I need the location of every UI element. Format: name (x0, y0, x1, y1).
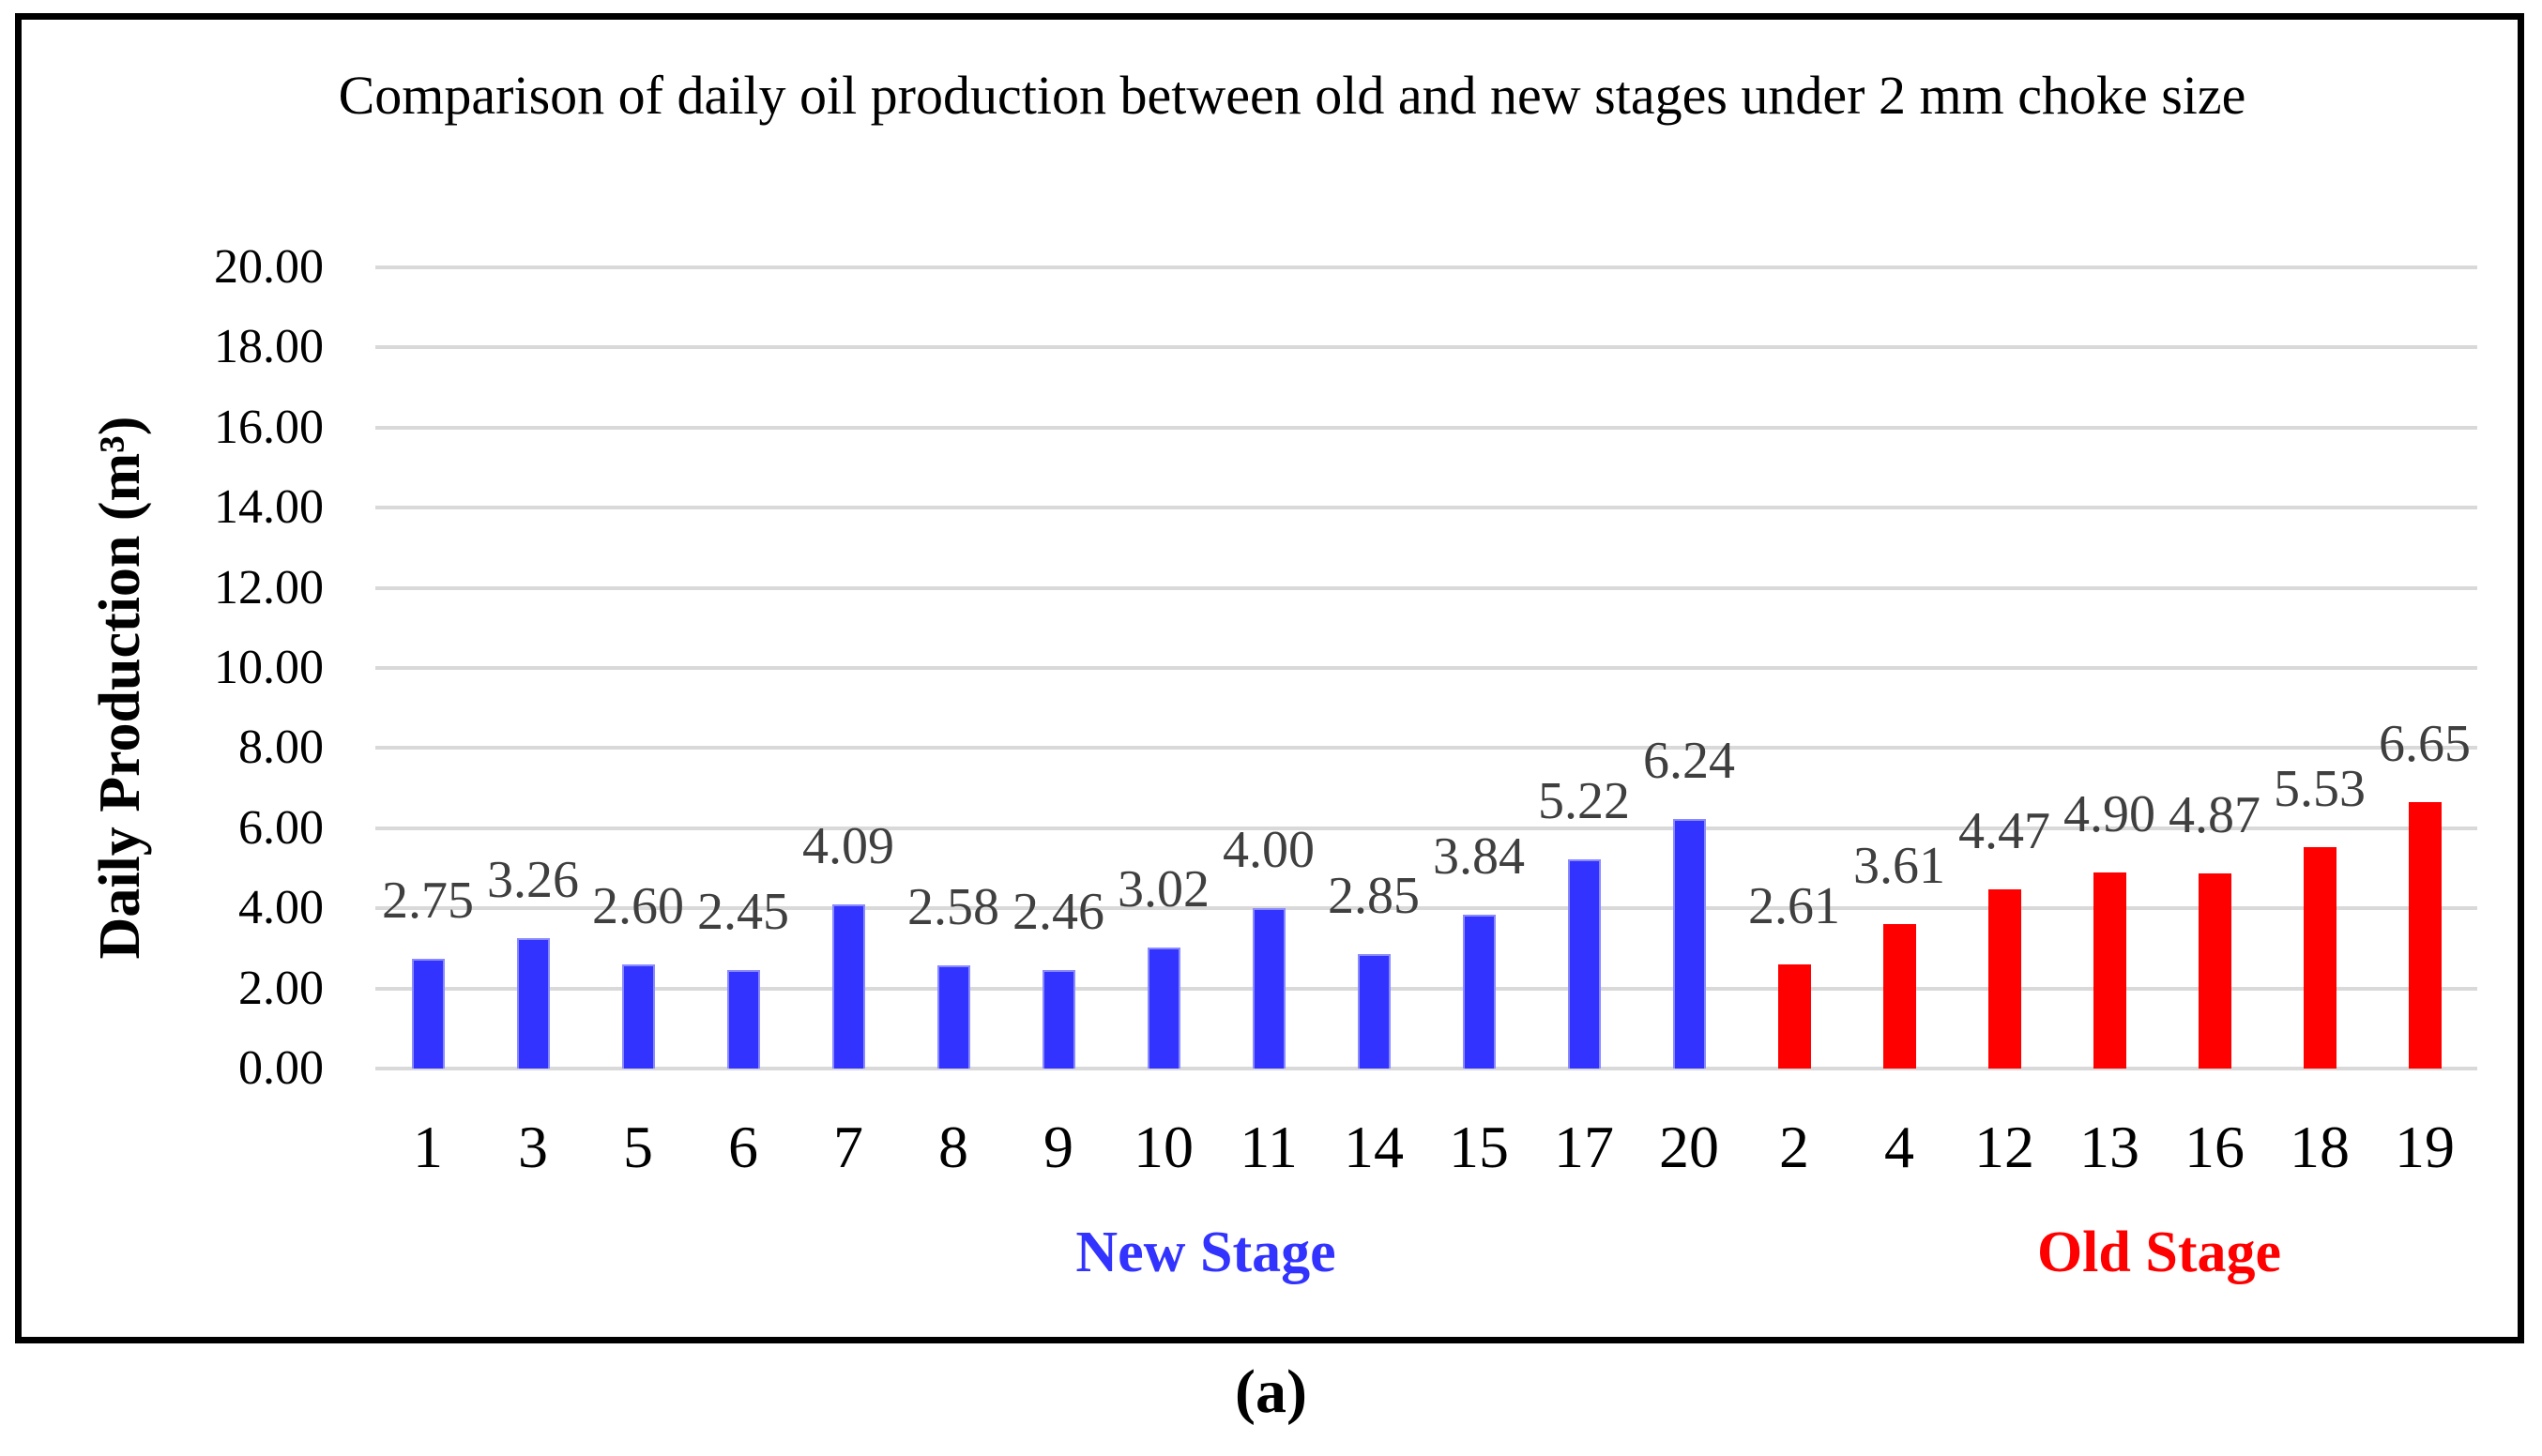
series-label-old-stage: Old Stage (2036, 1221, 2282, 1284)
bar-value-label: 6.65 (2379, 715, 2471, 774)
bar (1882, 923, 1916, 1069)
bar-value-label: 2.75 (382, 871, 474, 930)
y-axis-tick-label: 6.00 (238, 800, 324, 855)
gridline (375, 986, 2477, 991)
x-axis-tick-label: 4 (1884, 1114, 1914, 1180)
x-axis-tick-label: 14 (1344, 1114, 1404, 1180)
gridline (375, 506, 2477, 510)
bar-value-label: 5.22 (1538, 772, 1630, 831)
bar-value-label: 4.47 (1958, 802, 2050, 861)
x-axis-tick-label: 10 (1134, 1114, 1194, 1180)
bar (936, 964, 970, 1069)
bar-value-label: 5.53 (2274, 759, 2366, 818)
bar (2408, 802, 2442, 1069)
bar (726, 970, 760, 1069)
x-axis-tick-label: 11 (1240, 1114, 1298, 1180)
bar (621, 963, 655, 1069)
bar (2093, 872, 2126, 1069)
gridline (375, 265, 2477, 269)
bar-value-label: 2.46 (1012, 882, 1104, 941)
y-axis-tick-label: 14.00 (214, 480, 324, 535)
chart-title: Comparison of daily oil production betwe… (338, 65, 2246, 126)
x-axis-tick-label: 20 (1659, 1114, 1719, 1180)
x-axis-tick-label: 19 (2395, 1114, 2455, 1180)
x-axis-tick-label: 7 (833, 1114, 863, 1180)
bar (411, 958, 445, 1069)
bar-value-label: 6.24 (1643, 731, 1735, 790)
bar-value-label: 4.87 (2169, 786, 2260, 845)
bar (831, 904, 865, 1069)
bar-value-label: 3.61 (1853, 836, 1945, 895)
gridline (375, 826, 2477, 830)
y-axis-tick-label: 18.00 (214, 320, 324, 374)
bar (1987, 889, 2021, 1069)
bar-value-label: 2.61 (1748, 876, 1840, 935)
y-axis-tick-label: 10.00 (214, 641, 324, 694)
x-axis-tick-label: 16 (2184, 1114, 2245, 1180)
bar (1252, 908, 1286, 1069)
bar (1042, 969, 1075, 1069)
bar (1147, 948, 1180, 1069)
gridline (375, 345, 2477, 350)
gridline (375, 906, 2477, 911)
bar-value-label: 4.90 (2063, 784, 2155, 843)
gridline (375, 666, 2477, 670)
x-axis-tick-label: 5 (623, 1114, 653, 1180)
bar (1777, 963, 1811, 1069)
y-axis-tick-label: 16.00 (214, 400, 324, 454)
bar-value-label: 3.26 (487, 850, 579, 909)
bar (1357, 954, 1391, 1069)
bar (2303, 846, 2337, 1069)
chart-panel: Comparison of daily oil production betwe… (15, 13, 2524, 1343)
y-axis-tick-label: 12.00 (214, 560, 324, 614)
series-label-new-stage: New Stage (1075, 1221, 1336, 1284)
x-axis-tick-label: 17 (1554, 1114, 1614, 1180)
gridline (375, 425, 2477, 430)
figure-caption: (a) (1235, 1357, 1307, 1426)
bar (1567, 859, 1601, 1069)
x-axis-tick-label: 2 (1779, 1114, 1809, 1180)
x-axis-tick-label: 9 (1043, 1114, 1073, 1180)
bar-value-label: 2.60 (592, 876, 684, 935)
x-axis-tick-label: 1 (413, 1114, 443, 1180)
y-axis-tick-label: 8.00 (238, 720, 324, 775)
bar-value-label: 2.85 (1328, 867, 1420, 926)
x-axis-tick-label: 8 (938, 1114, 968, 1180)
gridline (375, 746, 2477, 751)
bar-value-label: 3.84 (1433, 827, 1525, 887)
x-axis-tick-label: 18 (2290, 1114, 2350, 1180)
bar-value-label: 4.00 (1223, 821, 1315, 880)
bar-value-label: 2.58 (907, 877, 999, 936)
bar (1672, 818, 1706, 1069)
x-axis-tick-label: 3 (518, 1114, 548, 1180)
y-axis-tick-label: 2.00 (238, 961, 324, 1015)
x-axis-tick-label: 13 (2079, 1114, 2139, 1180)
x-axis-tick-label: 6 (728, 1114, 758, 1180)
gridline (375, 1067, 2477, 1070)
bar-value-label: 3.02 (1118, 860, 1210, 919)
bar (2198, 873, 2231, 1069)
bar-value-label: 2.45 (697, 883, 789, 942)
bar (1462, 915, 1496, 1069)
gridline (375, 585, 2477, 590)
y-axis-tick-label: 0.00 (238, 1041, 324, 1095)
x-axis-tick-label: 12 (1974, 1114, 2034, 1180)
bar (516, 937, 550, 1069)
y-axis-tick-label: 20.00 (214, 240, 324, 294)
bar-value-label: 4.09 (802, 817, 894, 876)
x-axis-tick-label: 15 (1449, 1114, 1509, 1180)
y-axis-tick-label: 4.00 (238, 881, 324, 935)
